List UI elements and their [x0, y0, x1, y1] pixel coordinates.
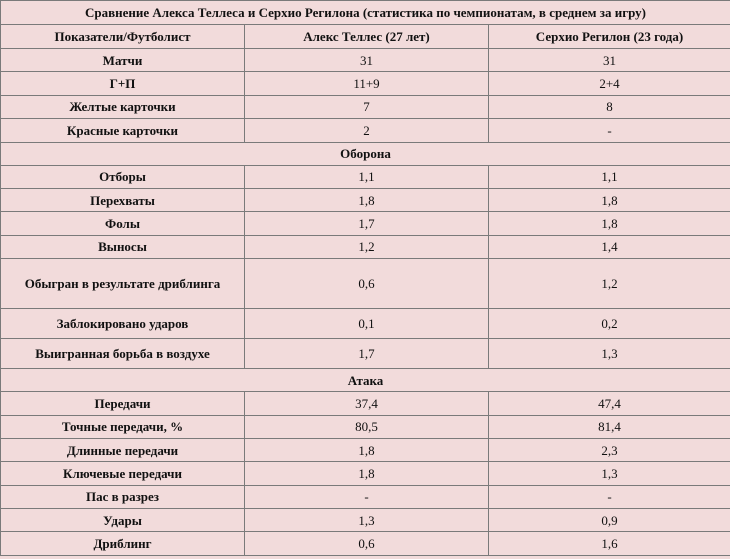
table-row: Передачи 37,4 47,4: [0, 391, 730, 416]
value-player-a: 0,6: [244, 531, 489, 556]
value-player-a: -: [244, 484, 489, 510]
value-player-b: 2+4: [488, 71, 730, 96]
value-player-b: 47,4: [488, 391, 730, 416]
value-player-a: 1,8: [244, 437, 489, 463]
value-player-a: 1,7: [244, 211, 489, 236]
value-player-a: 1,2: [244, 234, 489, 260]
metric-label: Обыгран в результате дриблинга: [0, 258, 245, 310]
value-player-a: 80,5: [244, 414, 489, 439]
value-player-a: 31: [244, 47, 489, 73]
section-title-defense: Оборона: [0, 141, 730, 166]
value-player-b: 1,3: [488, 461, 730, 486]
metric-label: Желтые карточки: [0, 94, 245, 120]
metric-label: Дриблинг: [0, 531, 245, 556]
table-row: Обыгран в результате дриблинга 0,6 1,2: [0, 258, 730, 310]
value-player-b: 2,3: [488, 437, 730, 463]
metric-label: Передачи: [0, 391, 245, 416]
value-player-a: 0,6: [244, 258, 489, 310]
table-row: Дриблинг 0,6 1,6: [0, 531, 730, 556]
metric-label: Выигранная борьба в воздухе: [0, 338, 245, 370]
value-player-b: -: [488, 118, 730, 143]
metric-label: Ключевые передачи: [0, 461, 245, 486]
table-row: Матчи 31 31: [0, 47, 730, 73]
table-row: Выносы 1,2 1,4: [0, 234, 730, 260]
table-row: Перехваты 1,8 1,8: [0, 187, 730, 213]
header-row: Показатели/Футболист Алекс Теллес (27 ле…: [0, 24, 730, 49]
metric-label: Пас в разрез: [0, 484, 245, 510]
value-player-b: 1,1: [488, 164, 730, 189]
metric-label: Перехваты: [0, 187, 245, 213]
metric-label: Матчи: [0, 47, 245, 73]
value-player-b: 81,4: [488, 414, 730, 439]
value-player-a: 1,1: [244, 164, 489, 189]
value-player-b: 1,4: [488, 234, 730, 260]
table-row: Пас в разрез - -: [0, 484, 730, 510]
value-player-b: -: [488, 484, 730, 510]
value-player-b: 31: [488, 47, 730, 73]
table-row: Отборы 1,1 1,1: [0, 164, 730, 189]
value-player-a: 7: [244, 94, 489, 120]
section-title-attack: Атака: [0, 368, 730, 393]
header-metric: Показатели/Футболист: [0, 24, 245, 49]
title-row: Сравнение Алекса Теллеса и Серхио Регило…: [0, 0, 730, 25]
metric-label: Красные карточки: [0, 118, 245, 143]
table-row: Фолы 1,7 1,8: [0, 211, 730, 236]
metric-label: Г+П: [0, 71, 245, 96]
value-player-a: 0,1: [244, 308, 489, 340]
value-player-b: 0,9: [488, 508, 730, 533]
value-player-b: 1,8: [488, 211, 730, 236]
table-row: Ключевые передачи 1,8 1,3: [0, 461, 730, 486]
value-player-a: 1,7: [244, 338, 489, 370]
table-row: Точные передачи, % 80,5 81,4: [0, 414, 730, 439]
table-row: Заблокировано ударов 0,1 0,2: [0, 308, 730, 340]
table-row: Красные карточки 2 -: [0, 118, 730, 143]
table-row: Длинные передачи 1,8 2,3: [0, 437, 730, 463]
table-row: Удары 1,3 0,9: [0, 508, 730, 533]
value-player-a: 1,3: [244, 508, 489, 533]
metric-label: Удары: [0, 508, 245, 533]
header-player-b: Серхио Регилон (23 года): [488, 24, 730, 49]
value-player-b: 1,8: [488, 187, 730, 213]
section-row-defense: Оборона: [0, 141, 730, 166]
value-player-b: 1,2: [488, 258, 730, 310]
table-title: Сравнение Алекса Теллеса и Серхио Регило…: [0, 0, 730, 25]
value-player-a: 11+9: [244, 71, 489, 96]
value-player-b: 1,6: [488, 531, 730, 556]
metric-label: Заблокировано ударов: [0, 308, 245, 340]
value-player-b: 1,3: [488, 338, 730, 370]
table-row: Выигранная борьба в воздухе 1,7 1,3: [0, 338, 730, 370]
metric-label: Выносы: [0, 234, 245, 260]
metric-label: Длинные передачи: [0, 437, 245, 463]
metric-label: Фолы: [0, 211, 245, 236]
value-player-a: 2: [244, 118, 489, 143]
header-player-a: Алекс Теллес (27 лет): [244, 24, 489, 49]
value-player-a: 1,8: [244, 187, 489, 213]
value-player-a: 37,4: [244, 391, 489, 416]
metric-label: Отборы: [0, 164, 245, 189]
table-row: Желтые карточки 7 8: [0, 94, 730, 120]
value-player-b: 0,2: [488, 308, 730, 340]
table-row: Г+П 11+9 2+4: [0, 71, 730, 96]
value-player-a: 1,8: [244, 461, 489, 486]
metric-label: Точные передачи, %: [0, 414, 245, 439]
section-row-attack: Атака: [0, 368, 730, 393]
value-player-b: 8: [488, 94, 730, 120]
